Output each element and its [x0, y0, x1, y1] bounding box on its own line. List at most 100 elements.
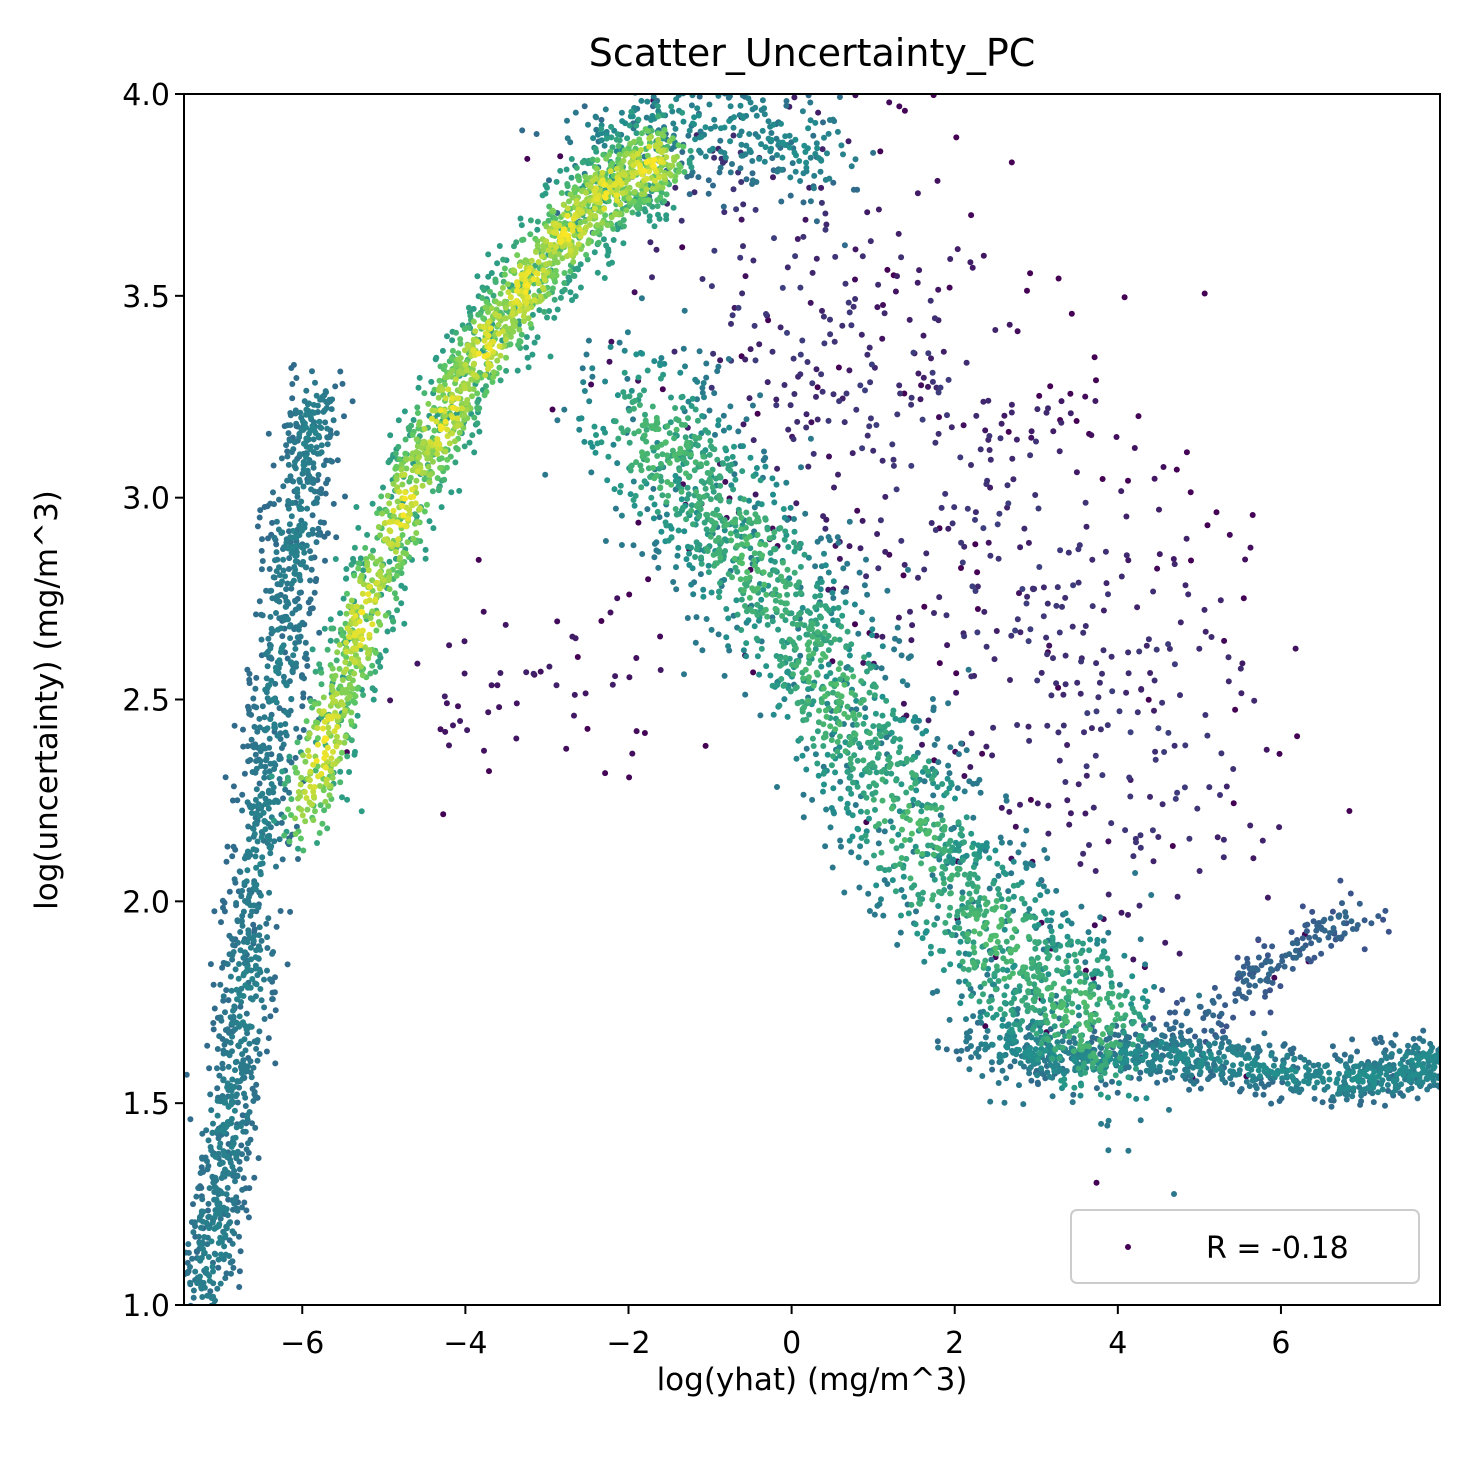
- scatter-point: [237, 1003, 244, 1010]
- scatter-point: [1044, 944, 1051, 951]
- scatter-point: [277, 572, 283, 579]
- scatter-point: [979, 1073, 986, 1079]
- scatter-point: [246, 1040, 253, 1047]
- scatter-point: [184, 1071, 190, 1078]
- scatter-point: [994, 521, 1001, 528]
- scatter-point: [272, 1060, 279, 1067]
- scatter-point: [292, 754, 299, 761]
- scatter-point: [793, 500, 800, 507]
- scatter-point: [785, 426, 792, 433]
- scatter-point: [1222, 1034, 1229, 1041]
- scatter-point: [757, 712, 764, 719]
- scatter-point: [673, 586, 680, 593]
- scatter-point: [221, 1243, 228, 1250]
- scatter-point: [743, 176, 750, 183]
- scatter-point: [657, 633, 664, 640]
- scatter-point: [781, 382, 788, 388]
- scatter-point: [306, 400, 312, 407]
- scatter-point: [1000, 1052, 1007, 1059]
- scatter-point: [912, 843, 919, 850]
- scatter-point: [809, 269, 816, 276]
- scatter-point: [825, 417, 832, 424]
- scatter-point: [1040, 584, 1047, 591]
- scatter-point: [1223, 1059, 1230, 1066]
- scatter-point: [1048, 909, 1055, 916]
- scatter-point: [668, 394, 674, 401]
- scatter-point: [1292, 645, 1299, 652]
- scatter-point: [679, 244, 686, 251]
- scatter-point: [1050, 428, 1057, 435]
- scatter-point: [951, 504, 958, 511]
- scatter-point: [343, 749, 350, 756]
- scatter-point: [1204, 732, 1211, 739]
- scatter-point: [840, 151, 846, 158]
- scatter-point: [839, 322, 846, 329]
- scatter-point: [298, 426, 305, 433]
- scatter-point: [316, 450, 323, 457]
- scatter-point: [761, 158, 768, 165]
- scatter-point: [940, 348, 947, 355]
- scatter-point: [481, 747, 487, 754]
- scatter-point: [827, 670, 834, 676]
- scatter-point: [286, 555, 293, 562]
- scatter-point: [1370, 1099, 1377, 1106]
- scatter-point: [920, 332, 927, 339]
- scatter-point: [564, 117, 570, 124]
- scatter-point: [1142, 961, 1149, 968]
- scatter-point: [289, 500, 296, 506]
- scatter-point: [1213, 1034, 1220, 1041]
- scatter-point: [1150, 858, 1157, 865]
- scatter-point: [236, 1084, 243, 1091]
- scatter-point: [894, 941, 901, 948]
- scatter-point: [932, 439, 939, 446]
- scatter-point: [327, 616, 334, 623]
- scatter-point: [725, 356, 732, 362]
- scatter-point: [905, 655, 912, 661]
- scatter-point: [309, 368, 315, 375]
- scatter-point: [886, 866, 892, 873]
- scatter-point: [694, 378, 701, 385]
- scatter-point: [1105, 1094, 1111, 1101]
- scatter-point: [256, 1051, 263, 1057]
- scatter-point: [1314, 1079, 1321, 1086]
- scatter-point: [749, 170, 756, 177]
- scatter-point: [1005, 1021, 1012, 1028]
- scatter-point: [879, 633, 886, 640]
- scatter-point: [866, 344, 873, 351]
- scatter-point: [803, 164, 810, 171]
- scatter-point: [1125, 911, 1131, 918]
- scatter-point: [1116, 708, 1123, 715]
- scatter-point: [641, 387, 647, 394]
- scatter-point: [1242, 995, 1249, 1002]
- scatter-point: [247, 1058, 254, 1065]
- scatter-point: [282, 786, 289, 793]
- scatter-point: [870, 149, 877, 156]
- scatter-point: [993, 1011, 1000, 1018]
- scatter-point: [206, 1277, 213, 1284]
- scatter-point: [1302, 1064, 1309, 1070]
- scatter-point: [546, 177, 552, 184]
- scatter-point: [517, 215, 524, 222]
- scatter-point: [848, 790, 855, 797]
- scatter-point: [282, 729, 289, 736]
- scatter-point: [280, 673, 287, 680]
- scatter-point: [937, 812, 944, 819]
- scatter-point: [231, 1107, 238, 1114]
- scatter-point: [667, 419, 674, 426]
- scatter-point: [801, 142, 808, 149]
- scatter-point: [1317, 1068, 1324, 1075]
- scatter-point: [217, 981, 224, 988]
- scatter-point: [272, 1007, 279, 1014]
- scatter-point: [1035, 881, 1042, 888]
- scatter-point: [279, 768, 286, 775]
- scatter-point: [757, 392, 764, 399]
- scatter-point: [786, 132, 793, 139]
- scatter-point: [441, 693, 448, 700]
- scatter-point: [934, 784, 941, 791]
- scatter-point: [254, 1057, 261, 1064]
- scatter-point: [815, 772, 822, 779]
- scatter-point: [848, 666, 855, 673]
- scatter-point: [1061, 1081, 1068, 1088]
- scatter-point: [1029, 585, 1036, 592]
- scatter-point: [797, 371, 804, 378]
